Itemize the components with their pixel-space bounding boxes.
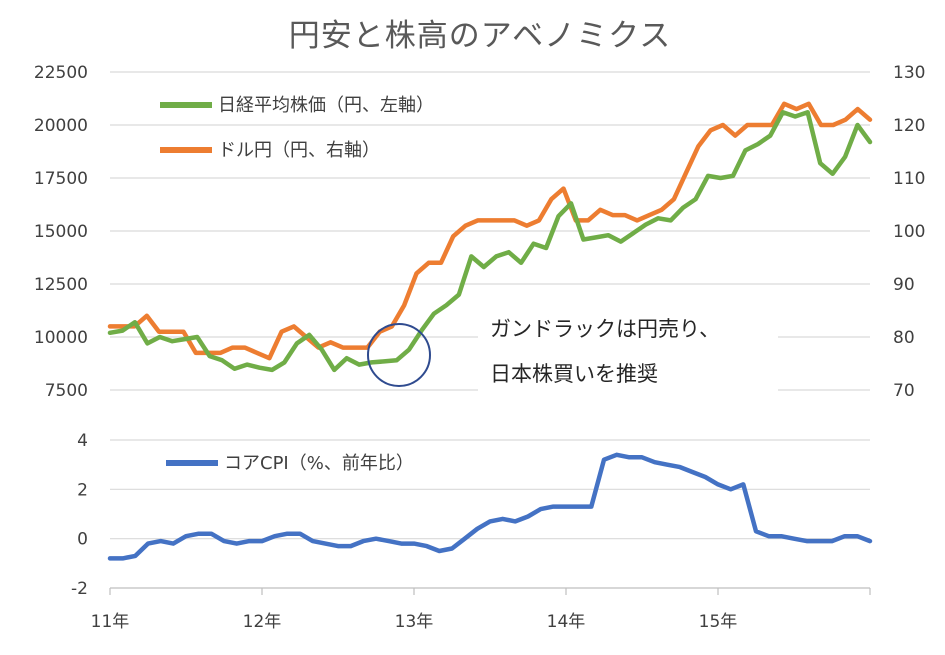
annotation: ガンドラックは円売り、 日本株買いを推奨 <box>367 308 778 396</box>
right-tick-label: 100 <box>893 222 925 242</box>
legend-nikkei-label: 日経平均株価（円、左軸） <box>218 95 434 116</box>
legend-top: 日経平均株価（円、左軸） ドル円（円、右軸） <box>160 95 434 161</box>
right-tick-label: 120 <box>893 116 925 136</box>
cpi-tick-label: -2 <box>71 579 88 599</box>
legend-bottom: コアCPI（%、前年比） <box>166 453 414 474</box>
left-tick-label: 20000 <box>34 116 88 136</box>
annotation-line-2: 日本株買いを推奨 <box>490 362 658 386</box>
left-tick-label: 22500 <box>34 63 88 83</box>
cpi-axis-ticks: 4 2 0 -2 <box>71 431 88 599</box>
annotation-box <box>478 308 778 396</box>
right-tick-label: 130 <box>893 63 925 83</box>
left-tick-label: 17500 <box>34 169 88 189</box>
right-tick-label: 70 <box>893 381 915 401</box>
left-tick-label: 12500 <box>34 275 88 295</box>
chart-title: 円安と株高のアベノミクス <box>289 18 671 54</box>
cpi-tick-label: 4 <box>77 431 88 451</box>
left-tick-label: 15000 <box>34 222 88 242</box>
x-tick-label: 13年 <box>395 612 434 632</box>
x-tick-label: 14年 <box>547 612 586 632</box>
annotation-circle <box>367 323 431 387</box>
x-tick-label: 15年 <box>699 612 738 632</box>
annotation-line-1: ガンドラックは円売り、 <box>490 317 720 341</box>
nikkei-line <box>107 110 873 373</box>
left-axis-ticks: 22500 20000 17500 15000 12500 10000 7500 <box>34 63 88 401</box>
left-tick-label: 7500 <box>45 381 88 401</box>
right-tick-label: 80 <box>893 328 915 348</box>
x-tick-label: 12年 <box>243 612 282 632</box>
x-axis: 11年 12年 13年 14年 15年 <box>91 587 871 632</box>
cpi-tick-label: 2 <box>77 480 88 500</box>
right-tick-label: 90 <box>893 275 915 295</box>
left-tick-label: 10000 <box>34 328 88 348</box>
core-cpi-line <box>107 452 873 561</box>
right-tick-label: 110 <box>893 169 925 189</box>
x-tick-label: 11年 <box>91 612 130 632</box>
usdjpy-line <box>107 101 873 361</box>
right-axis-ticks: 130 120 110 100 90 80 70 <box>893 63 925 401</box>
legend-usdjpy-label: ドル円（円、右軸） <box>218 140 380 161</box>
series-layer <box>107 101 873 561</box>
cpi-tick-label: 0 <box>77 530 88 550</box>
legend-cpi-label: コアCPI（%、前年比） <box>224 453 414 474</box>
